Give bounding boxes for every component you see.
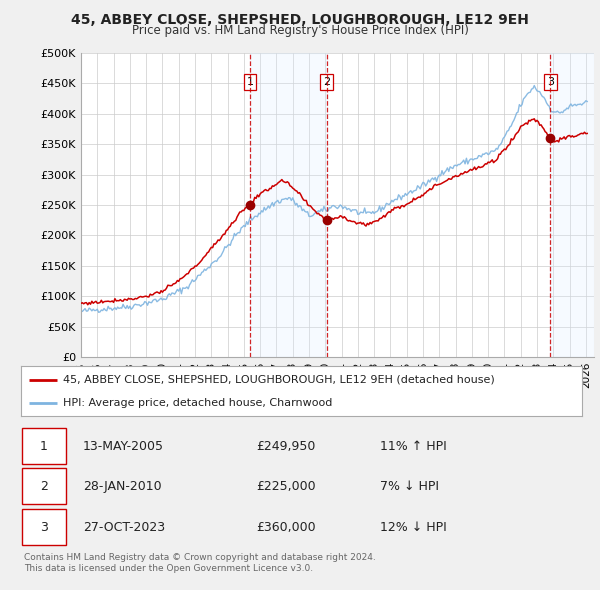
Text: 2: 2 <box>40 480 48 493</box>
Text: 27-OCT-2023: 27-OCT-2023 <box>83 520 165 534</box>
Text: 7% ↓ HPI: 7% ↓ HPI <box>380 480 439 493</box>
Text: 3: 3 <box>40 520 48 534</box>
Text: 45, ABBEY CLOSE, SHEPSHED, LOUGHBOROUGH, LE12 9EH: 45, ABBEY CLOSE, SHEPSHED, LOUGHBOROUGH,… <box>71 13 529 27</box>
Text: HPI: Average price, detached house, Charnwood: HPI: Average price, detached house, Char… <box>63 398 332 408</box>
Text: 28-JAN-2010: 28-JAN-2010 <box>83 480 161 493</box>
Bar <box>250 53 326 357</box>
Text: 11% ↑ HPI: 11% ↑ HPI <box>380 440 447 453</box>
Text: 13-MAY-2005: 13-MAY-2005 <box>83 440 164 453</box>
Text: 12% ↓ HPI: 12% ↓ HPI <box>380 520 447 534</box>
FancyBboxPatch shape <box>22 509 66 545</box>
Text: Price paid vs. HM Land Registry's House Price Index (HPI): Price paid vs. HM Land Registry's House … <box>131 24 469 37</box>
Text: 1: 1 <box>40 440 48 453</box>
Text: £249,950: £249,950 <box>257 440 316 453</box>
FancyBboxPatch shape <box>22 428 66 464</box>
Bar <box>550 53 594 357</box>
Text: £360,000: £360,000 <box>257 520 316 534</box>
Text: 2: 2 <box>323 77 330 87</box>
Text: £225,000: £225,000 <box>257 480 316 493</box>
Text: Contains HM Land Registry data © Crown copyright and database right 2024.
This d: Contains HM Land Registry data © Crown c… <box>24 553 376 573</box>
Text: 1: 1 <box>247 77 253 87</box>
Text: 45, ABBEY CLOSE, SHEPSHED, LOUGHBOROUGH, LE12 9EH (detached house): 45, ABBEY CLOSE, SHEPSHED, LOUGHBOROUGH,… <box>63 375 495 385</box>
Text: 3: 3 <box>547 77 554 87</box>
FancyBboxPatch shape <box>22 468 66 504</box>
